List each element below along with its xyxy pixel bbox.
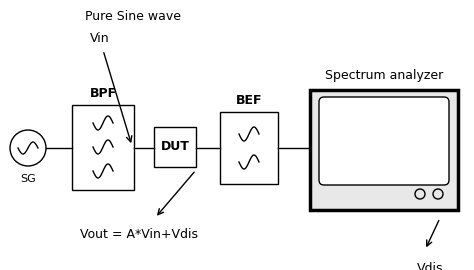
Text: Vin: Vin [90, 32, 110, 45]
Text: Spectrum analyzer: Spectrum analyzer [325, 69, 443, 82]
Text: DUT: DUT [161, 140, 190, 154]
Text: BPF: BPF [90, 87, 117, 100]
Text: Vout = A*Vin+Vdis: Vout = A*Vin+Vdis [80, 228, 198, 241]
Text: BEF: BEF [236, 94, 262, 107]
Text: SG: SG [20, 174, 36, 184]
Text: Vdis: Vdis [417, 262, 443, 270]
Bar [310, 90, 458, 210]
Bar [220, 112, 278, 184]
Bar [154, 127, 196, 167]
Text: Pure Sine wave: Pure Sine wave [85, 10, 181, 23]
Bar [72, 105, 134, 190]
FancyBboxPatch shape [319, 97, 449, 185]
